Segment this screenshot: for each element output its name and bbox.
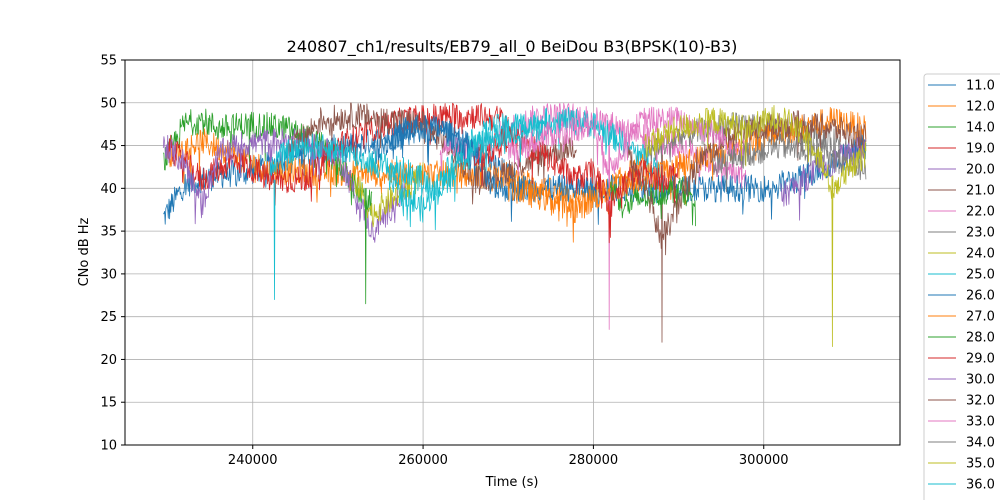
legend-label: 20.0 xyxy=(966,163,995,178)
legend-label: 23.0 xyxy=(966,226,995,241)
y-tick-label: 30 xyxy=(100,267,117,282)
series-line-25.0 xyxy=(273,107,662,300)
legend-label: 22.0 xyxy=(966,205,995,220)
y-tick-label: 45 xyxy=(100,139,117,154)
legend-label: 33.0 xyxy=(966,415,995,430)
series-line-28.0 xyxy=(364,176,696,305)
y-tick-label: 20 xyxy=(100,353,117,368)
series-line-36.0 xyxy=(269,115,543,205)
legend-label: 34.0 xyxy=(966,436,995,451)
legend-label: 11.0 xyxy=(966,79,995,94)
legend-label: 25.0 xyxy=(966,268,995,283)
legend-frame xyxy=(923,73,1000,500)
legend-label: 27.0 xyxy=(966,310,995,325)
y-tick-label: 15 xyxy=(100,396,117,411)
legend-label: 12.0 xyxy=(966,100,995,115)
legend-label: 26.0 xyxy=(966,289,995,304)
y-tick-label: 50 xyxy=(100,96,117,111)
x-axis: 240000 260000 280000 300000 xyxy=(228,445,789,468)
x-tick-label: 240000 xyxy=(228,453,278,468)
chart-title: 240807_ch1/results/EB79_all_0 BeiDou B3(… xyxy=(287,37,738,57)
series-line-19.0 xyxy=(167,102,509,206)
y-tick-label: 10 xyxy=(100,439,117,454)
x-tick-label: 300000 xyxy=(739,453,789,468)
legend-label: 35.0 xyxy=(966,457,995,472)
legend-label: 30.0 xyxy=(966,373,995,388)
legend-label: 21.0 xyxy=(966,184,995,199)
x-tick-label: 260000 xyxy=(398,453,448,468)
legend-label: 19.0 xyxy=(966,142,995,157)
x-tick-label: 280000 xyxy=(569,453,619,468)
series-line-35.0 xyxy=(644,105,867,199)
legend-label: 36.0 xyxy=(966,478,995,493)
series-line-32.0 xyxy=(627,110,867,256)
legend: 11.0 12.0 14.0 19.0 20.0 21.0 22.0 23.0 24.0 25.0… xyxy=(923,73,1000,500)
series-line-34.0 xyxy=(712,131,867,193)
y-axis: 10 15 20 25 30 35 40 45 50 55 xyxy=(100,54,125,454)
y-tick-label: 35 xyxy=(100,225,117,240)
series-line-26.0 xyxy=(371,114,867,225)
series-line-30.0 xyxy=(780,136,867,221)
legend-label: 24.0 xyxy=(966,247,995,262)
legend-label: 29.0 xyxy=(966,352,995,367)
y-axis-title: CNo dB Hz xyxy=(77,217,92,286)
plot-frame xyxy=(124,59,901,446)
x-axis-title: Time (s) xyxy=(485,475,539,490)
legend-label: 14.0 xyxy=(966,121,995,136)
y-tick-label: 55 xyxy=(100,54,117,69)
y-tick-label: 25 xyxy=(100,310,117,325)
legend-label: 28.0 xyxy=(966,331,995,346)
series-group xyxy=(162,102,867,347)
legend-label: 32.0 xyxy=(966,394,995,409)
y-tick-label: 40 xyxy=(100,182,117,197)
